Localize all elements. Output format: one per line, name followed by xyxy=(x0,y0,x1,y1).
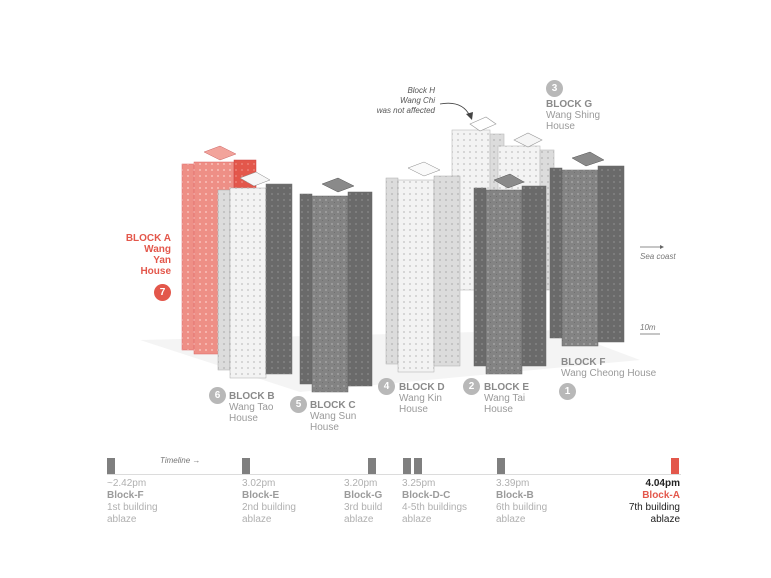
scale-label: 10m xyxy=(640,323,656,332)
timeline-event-4: 3.25pm Block-D-C 4-5th buildings ablaze xyxy=(402,478,468,525)
block-g-number-badge: 3 xyxy=(546,80,563,97)
timeline-event-2: 3.02pm Block-E 2nd building ablaze xyxy=(242,478,296,525)
block-h-arrow xyxy=(439,102,471,117)
timeline-event-5: 3.39pm Block-B 6th building ablaze xyxy=(496,478,548,525)
block-a-label: BLOCK A Wang Yan House xyxy=(125,233,171,277)
timeline-event-3: 3.20pm Block-G 3rd build ablaze xyxy=(344,478,383,525)
block-h-note: Block H Wang Chi was not affected xyxy=(376,86,435,115)
timeline-marker-6 xyxy=(497,458,505,474)
block-c-number-badge: 5 xyxy=(290,396,307,413)
block-e-number-badge: 2 xyxy=(463,378,480,395)
timeline-caption: Timeline → xyxy=(160,456,201,465)
timeline-event-6: 4.04pm Block-A 7th building ablaze xyxy=(628,478,680,525)
block-b-number-badge: 6 xyxy=(209,387,226,404)
tower-scene xyxy=(140,102,664,393)
block-b-label: BLOCK B Wang Tao House xyxy=(229,391,275,424)
block-f-number-badge: 1 xyxy=(559,383,576,400)
timeline-marker-7 xyxy=(671,458,679,474)
timeline-marker-2 xyxy=(242,458,250,474)
timeline-marker-4 xyxy=(403,458,411,474)
tower-block-c xyxy=(299,177,373,393)
timeline: Timeline → ~2.42pm Block-F 1st building … xyxy=(0,450,771,578)
block-a-number-badge: 7 xyxy=(154,284,171,301)
timeline-marker-5 xyxy=(414,458,422,474)
block-d-number-badge: 4 xyxy=(378,378,395,395)
timeline-event-1: ~2.42pm Block-F 1st building ablaze xyxy=(107,478,158,525)
tower-block-b xyxy=(217,171,293,379)
tower-block-f xyxy=(549,151,625,347)
block-g-label: BLOCK G Wang Shing House xyxy=(546,99,601,132)
block-c-label: BLOCK C Wang Sun House xyxy=(310,400,357,433)
block-d-label: BLOCK D Wang Kin House xyxy=(399,382,445,415)
tower-block-d xyxy=(385,161,461,373)
block-e-label: BLOCK E Wang Tai House xyxy=(484,382,529,415)
timeline-marker-3 xyxy=(368,458,376,474)
timeline-axis xyxy=(107,474,681,475)
block-f-label: BLOCK F Wang Cheong House xyxy=(561,357,657,379)
sea-coast-label: Sea coast xyxy=(640,252,676,261)
timeline-marker-1 xyxy=(107,458,115,474)
tower-block-e xyxy=(473,173,547,375)
